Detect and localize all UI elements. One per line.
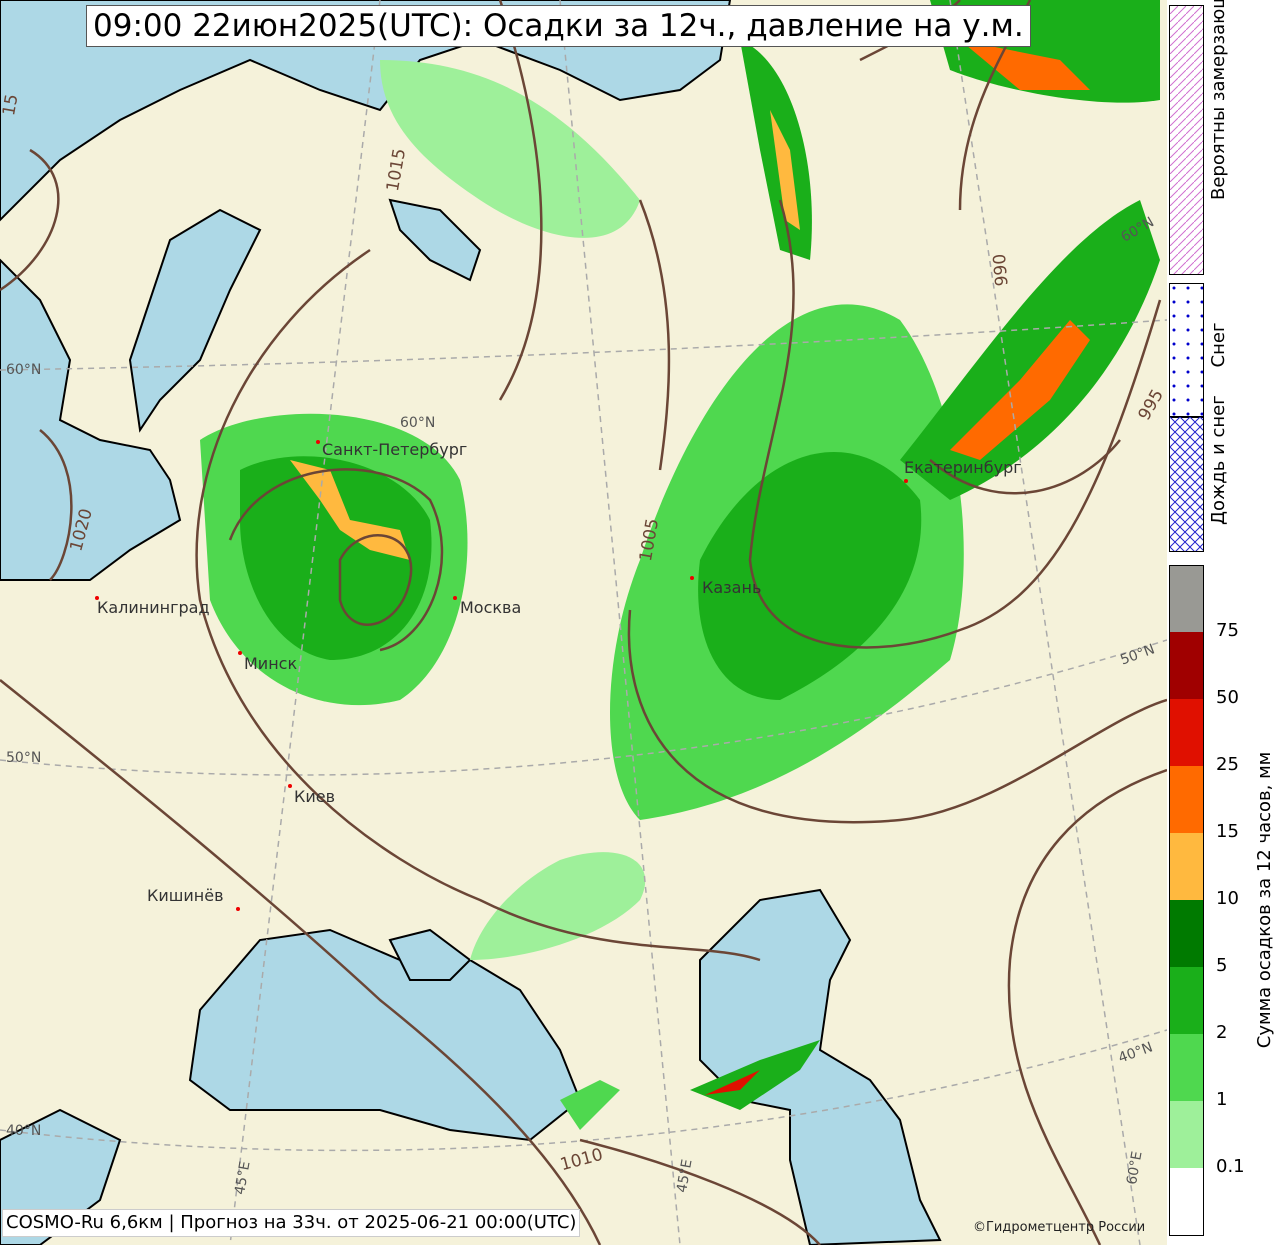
rain-snow-label: Дождь и снег (1208, 395, 1229, 525)
snow-swatch (1169, 283, 1204, 418)
colorbar-label: Сумма осадков за 12 часов, мм (1254, 751, 1275, 1049)
colorbar-segment (1169, 833, 1204, 900)
map-title: 09:00 22июн2025(UTC): Осадки за 12ч., да… (86, 5, 1031, 47)
city-label-kyiv: Киев (294, 787, 336, 806)
lat-label: 60°N (400, 415, 436, 431)
city-label-kazan: Казань (702, 578, 762, 597)
colorbar-tick: 50 (1216, 687, 1239, 708)
colorbar-segment (1169, 900, 1204, 967)
lat-label: 60°N (6, 362, 42, 378)
city-label-chisinau: Кишинёв (147, 886, 224, 905)
isobar-label: 990 (989, 252, 1013, 288)
colorbar-segment (1169, 766, 1204, 833)
colorbar-tick: 25 (1216, 754, 1239, 775)
model-info: COSMO-Ru 6,6км | Прогноз на 33ч. от 2025… (2, 1209, 581, 1237)
city-label-yekaterinburg: Екатеринбург (904, 458, 1022, 477)
colorbar-segment (1169, 1168, 1204, 1236)
city-marker (453, 596, 457, 600)
city-marker (690, 576, 694, 580)
colorbar-segment (1169, 699, 1204, 766)
colorbar-tick: 1 (1216, 1089, 1228, 1110)
isobars (0, 0, 1167, 1245)
colorbar-tick: 15 (1216, 821, 1239, 842)
city-marker (288, 784, 292, 788)
colorbar-tick: 2 (1216, 1022, 1228, 1043)
rain-snow-swatch (1169, 416, 1204, 552)
colorbar-tick: 10 (1216, 888, 1239, 909)
colorbar-segment (1169, 632, 1204, 699)
city-label-minsk: Минск (244, 654, 298, 673)
lat-label: 50°N (6, 750, 42, 766)
colorbar-segment (1169, 1101, 1204, 1168)
city-label-saint-petersburg: Санкт-Петербург (322, 440, 468, 459)
colorbar-segment (1169, 967, 1204, 1034)
copyright: ©Гидрометцентр России (973, 1220, 1146, 1235)
graticule (0, 0, 1167, 1245)
colorbar-segment (1169, 1034, 1204, 1101)
colorbar-tick: 75 (1216, 620, 1239, 641)
colorbar-segment (1169, 565, 1204, 633)
city-marker (904, 479, 908, 483)
city-marker (316, 440, 320, 444)
water-bodies (0, 0, 942, 1245)
precipitation-map (0, 0, 1167, 1245)
colorbar-tick: 5 (1216, 955, 1228, 976)
city-marker (238, 651, 242, 655)
isobar-label: 15 (0, 92, 23, 118)
colorbar-tick: 0.1 (1216, 1156, 1245, 1177)
freezing-precip-label: Вероятны замерзающие осадки (1208, 0, 1229, 200)
city-marker (95, 596, 99, 600)
city-marker (236, 907, 240, 911)
lat-label: 40°N (6, 1123, 42, 1139)
snow-label: Снег (1208, 322, 1229, 368)
city-label-moscow: Москва (460, 598, 522, 617)
city-label-kaliningrad: Калининград (97, 598, 210, 617)
precipitation-fields (200, 0, 1160, 1130)
freezing-precip-swatch (1169, 5, 1204, 275)
